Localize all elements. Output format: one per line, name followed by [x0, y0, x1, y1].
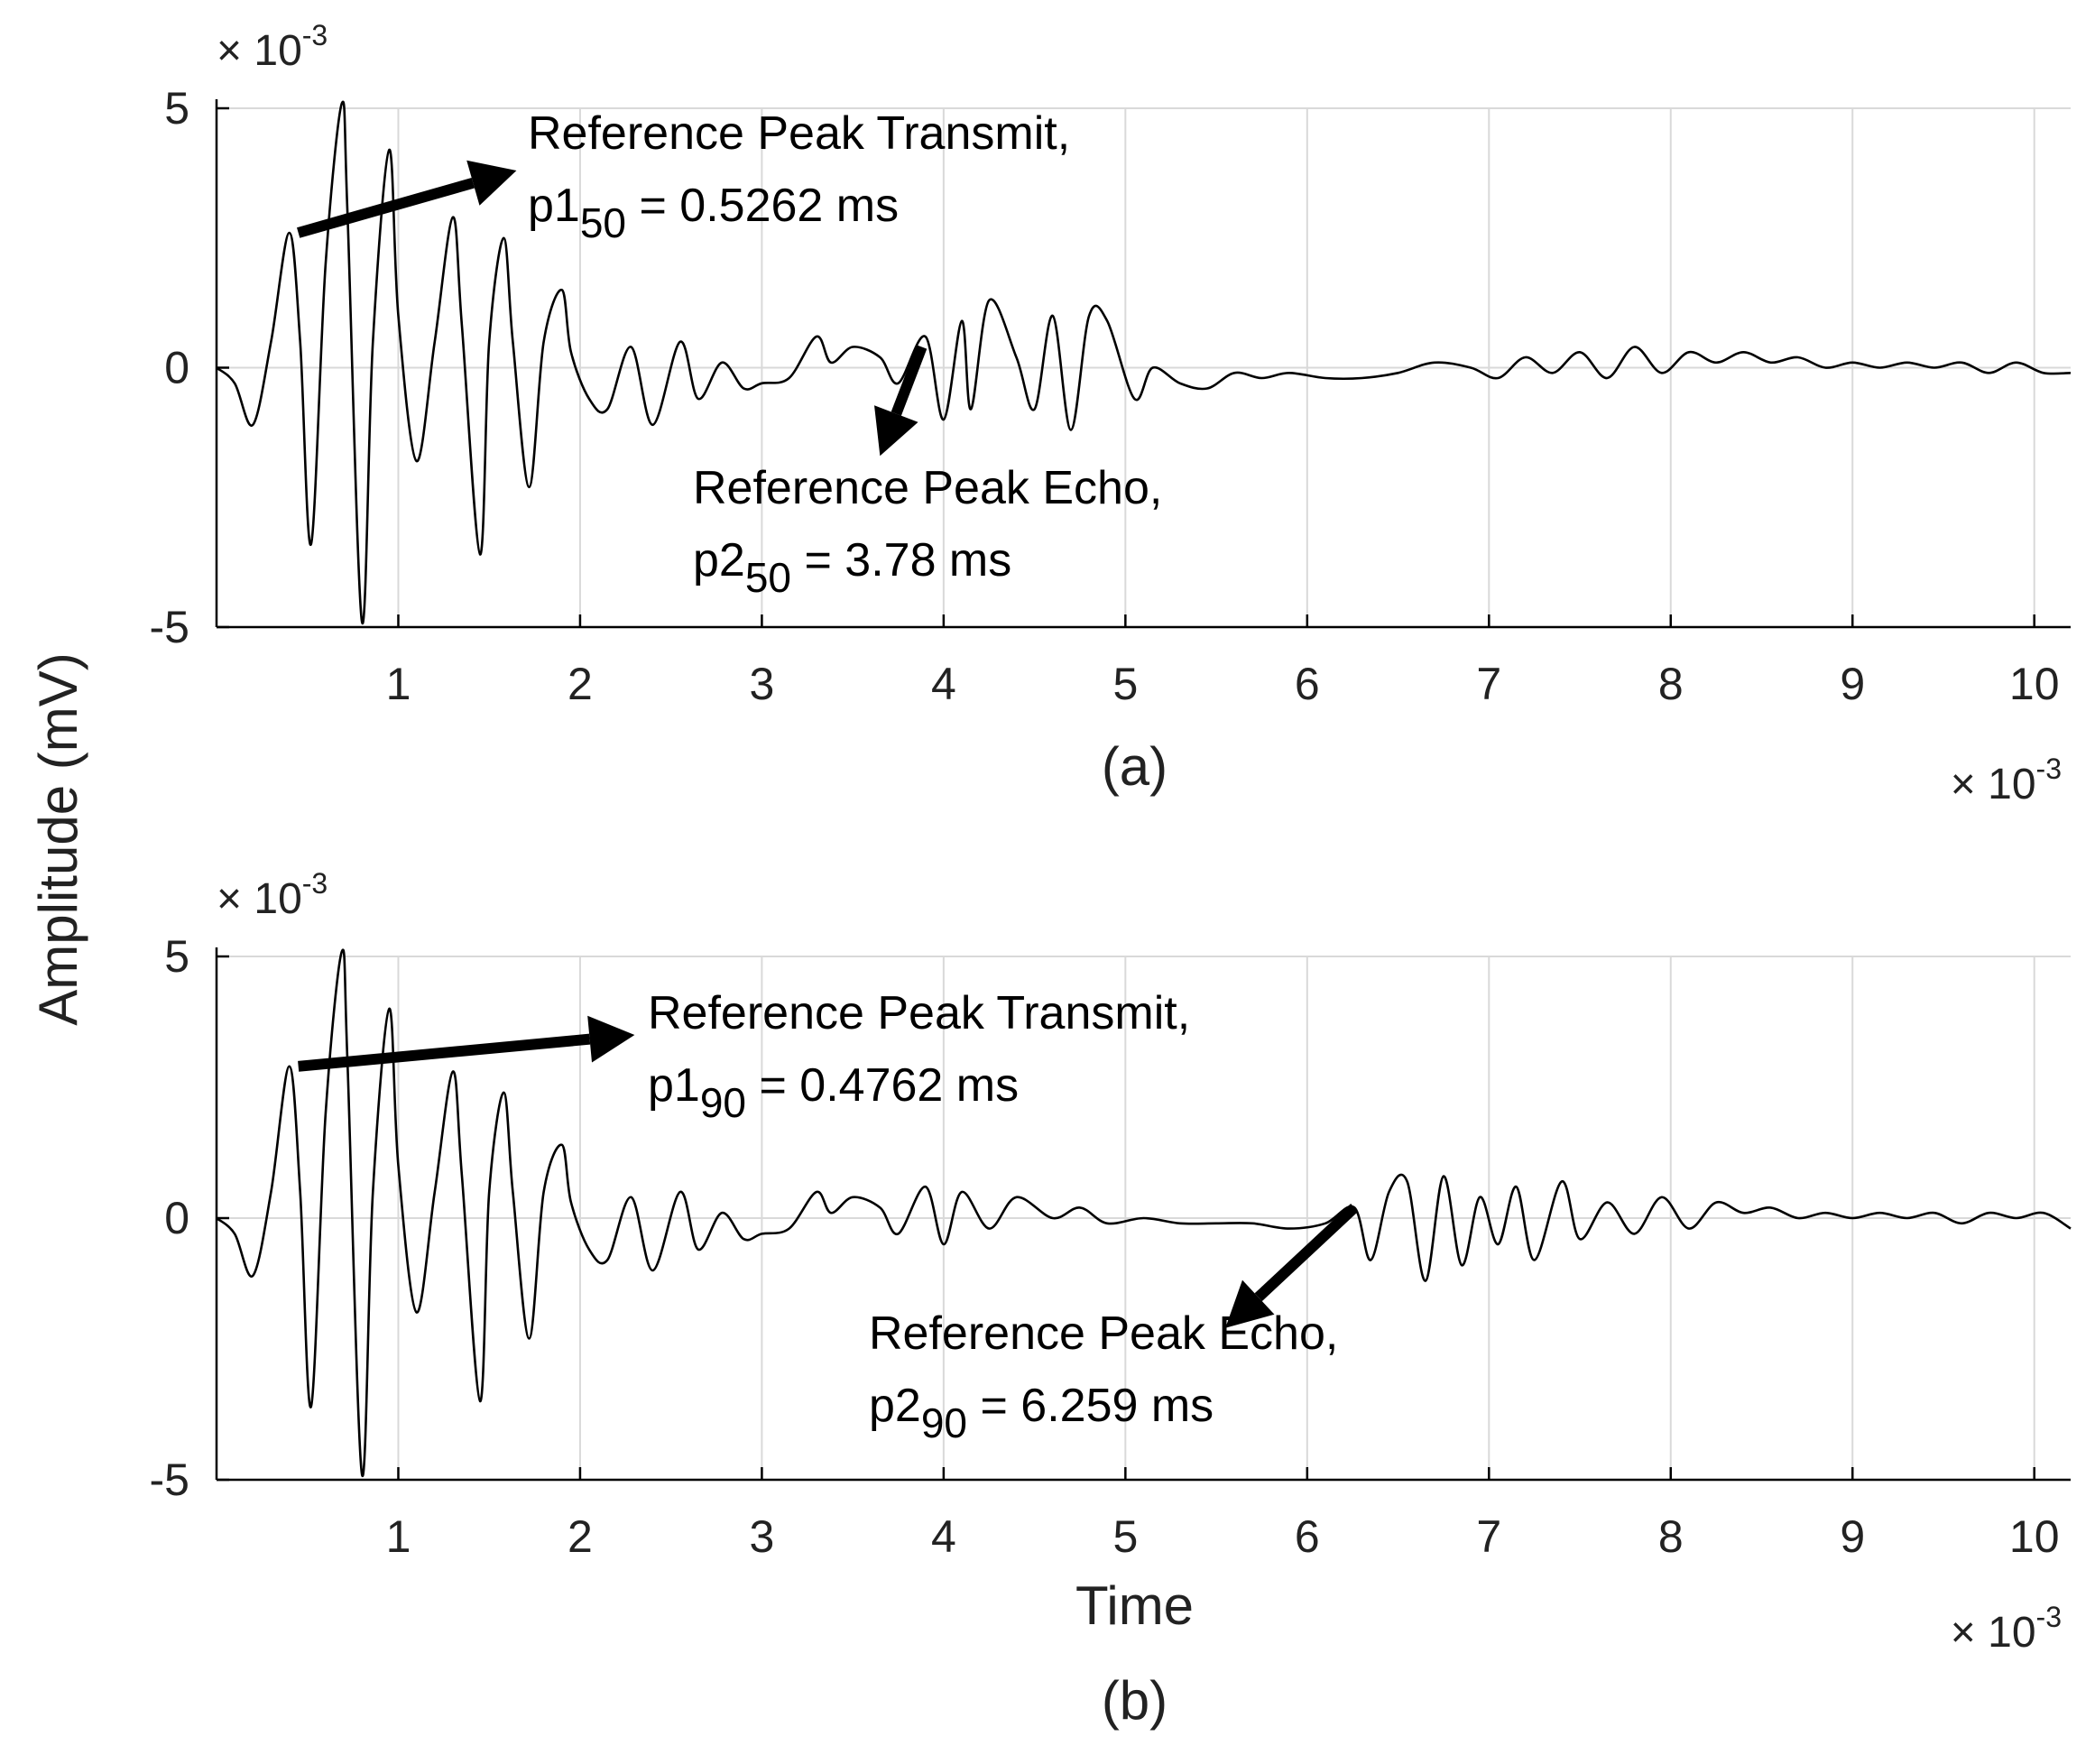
- x-tick-label: 6: [1295, 659, 1320, 709]
- y-tick-label: 5: [164, 83, 189, 134]
- annotation-value-transmit: p190 = 0.4762 ms: [648, 1059, 1019, 1126]
- annotation-var: p2: [869, 1380, 921, 1432]
- annotation-title-transmit: Reference Peak Transmit,: [528, 107, 1070, 160]
- x-tick-label: 10: [2009, 1511, 2060, 1562]
- panel-label: (b): [1102, 1670, 1167, 1731]
- annotation-var: p2: [693, 534, 745, 586]
- x-tick-label: 2: [568, 1511, 593, 1562]
- signal-line: [216, 100, 2072, 625]
- annotation-arrowhead-transmit: [587, 1015, 635, 1063]
- x-tick-label: 3: [750, 1511, 775, 1562]
- annotation-subscript: 90: [921, 1399, 967, 1446]
- x-tick-label: 7: [1476, 1511, 1501, 1562]
- x-exponent-label: × 10-3: [1951, 753, 2062, 808]
- x-tick-label: 2: [568, 659, 593, 709]
- y-exponent-times: × 10: [217, 27, 302, 75]
- x-exponent-times: × 10: [1951, 761, 2036, 808]
- x-tick-label: 3: [750, 659, 775, 709]
- x-tick-label: 7: [1476, 659, 1501, 709]
- x-tick-label: 1: [386, 1511, 411, 1562]
- x-tick-label: 8: [1658, 1511, 1684, 1562]
- annotation-rest: = 0.5262 ms: [626, 180, 899, 232]
- annotation-title-echo: Reference Peak Echo,: [869, 1307, 1338, 1360]
- x-tick-label: 10: [2009, 659, 2060, 709]
- y-tick-label: 5: [164, 931, 189, 982]
- y-tick-label: -5: [150, 602, 189, 652]
- annotation-subscript: 50: [580, 199, 626, 246]
- x-tick-label: 5: [1112, 659, 1138, 709]
- annotation-arrowhead-echo: [874, 405, 918, 457]
- annotation-value-transmit: p150 = 0.5262 ms: [528, 180, 899, 246]
- y-exponent-power: -3: [302, 867, 328, 900]
- x-tick-label: 9: [1840, 659, 1865, 709]
- annotation-value-echo: p290 = 6.259 ms: [869, 1380, 1214, 1446]
- y-exponent-label: × 10-3: [217, 867, 328, 923]
- x-tick-label: 6: [1295, 1511, 1320, 1562]
- signal-line: [216, 948, 2072, 1478]
- y-axis-title: Amplitude (mV): [28, 652, 88, 1025]
- y-exponent-label: × 10-3: [217, 19, 328, 75]
- annotation-arrow-transmit: [297, 177, 475, 238]
- y-exponent-power: -3: [302, 19, 328, 51]
- y-tick-label: 0: [164, 1193, 189, 1243]
- x-tick-label: 5: [1112, 1511, 1138, 1562]
- annotation-arrowhead-transmit: [466, 160, 517, 206]
- x-exponent-label: × 10-3: [1951, 1601, 2062, 1657]
- x-tick-label: 8: [1658, 659, 1684, 709]
- panel-label: (a): [1102, 736, 1167, 797]
- annotation-value-echo: p250 = 3.78 ms: [693, 534, 1011, 601]
- x-tick-label: 9: [1840, 1511, 1865, 1562]
- annotation-arrowhead-echo: [1225, 1279, 1275, 1328]
- x-exponent-times: × 10: [1951, 1609, 2036, 1657]
- x-exponent-power: -3: [2036, 1601, 2062, 1633]
- annotation-rest: = 6.259 ms: [967, 1380, 1214, 1432]
- annotation-arrow-transmit: [298, 1033, 591, 1072]
- annotation-title-echo: Reference Peak Echo,: [693, 462, 1162, 514]
- x-tick-label: 1: [386, 659, 411, 709]
- annotation-rest: = 0.4762 ms: [746, 1059, 1019, 1112]
- y-tick-label: 0: [164, 343, 189, 393]
- y-tick-label: -5: [150, 1455, 189, 1505]
- annotation-var: p1: [648, 1059, 700, 1112]
- annotation-subscript: 90: [700, 1079, 746, 1126]
- annotation-arrow-echo: [1254, 1204, 1359, 1302]
- x-exponent-power: -3: [2036, 753, 2062, 785]
- x-tick-label: 4: [931, 1511, 956, 1562]
- annotation-title-transmit: Reference Peak Transmit,: [648, 987, 1190, 1039]
- x-tick-label: 4: [931, 659, 956, 709]
- annotation-subscript: 50: [745, 554, 791, 601]
- annotation-rest: = 3.78 ms: [791, 534, 1011, 586]
- x-axis-title: Time: [1075, 1575, 1194, 1636]
- annotation-var: p1: [528, 180, 580, 232]
- y-exponent-times: × 10: [217, 875, 302, 923]
- annotation-arrow-echo: [891, 345, 928, 416]
